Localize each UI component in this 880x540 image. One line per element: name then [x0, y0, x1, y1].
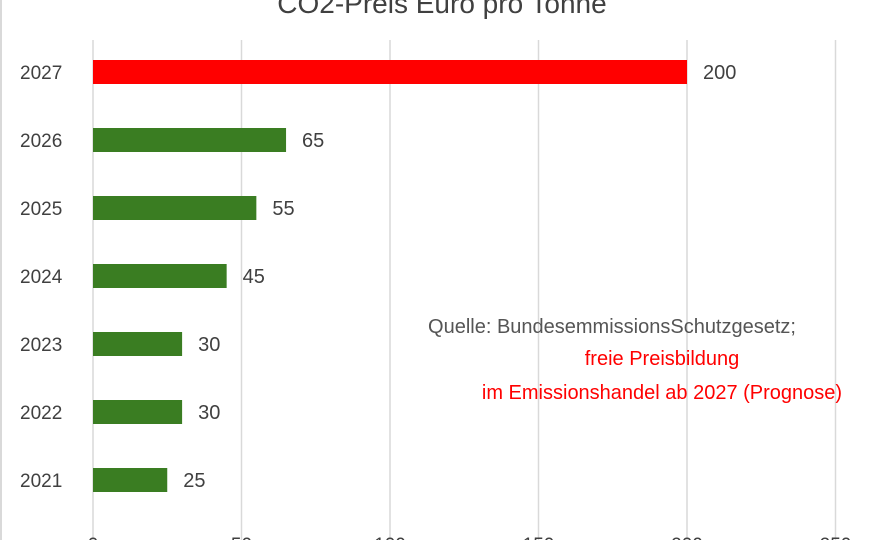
category-label: 2024: [20, 267, 63, 288]
data-label: 45: [243, 266, 265, 288]
x-tick-label: 250: [820, 535, 852, 540]
category-label: 2026: [20, 131, 62, 152]
data-label: 30: [198, 334, 220, 356]
data-label: 25: [183, 470, 205, 492]
x-tick-label: 0: [88, 535, 99, 540]
bar: [93, 264, 227, 288]
bar: [93, 60, 687, 84]
data-label: 55: [272, 198, 294, 220]
category-label: 2025: [20, 199, 62, 220]
data-label: 30: [198, 402, 220, 424]
category-label: 2022: [20, 403, 62, 424]
x-tick-label: 200: [671, 535, 703, 540]
forecast-note-line-1: freie Preisbildung: [584, 348, 740, 370]
bar: [93, 128, 287, 152]
x-tick-label: 50: [231, 535, 252, 540]
category-label: 2021: [20, 471, 62, 492]
bar: [93, 400, 183, 424]
data-label: 65: [302, 130, 324, 152]
source-note: Quelle: BundesemmissionsSchutzgesetz;: [428, 316, 796, 338]
forecast-note-line-2: im Emissionshandel ab 2027 (Prognose): [481, 382, 843, 404]
data-label: 200: [703, 62, 736, 84]
x-tick-label: 150: [523, 535, 555, 540]
category-label: 2023: [20, 335, 62, 356]
bar: [93, 332, 183, 356]
category-label: 2027: [20, 63, 62, 84]
bar: [93, 196, 257, 220]
bar: [93, 468, 168, 492]
chart-title: CO2-Preis Euro pro Tonne: [277, 0, 607, 19]
x-tick-label: 100: [374, 535, 406, 540]
